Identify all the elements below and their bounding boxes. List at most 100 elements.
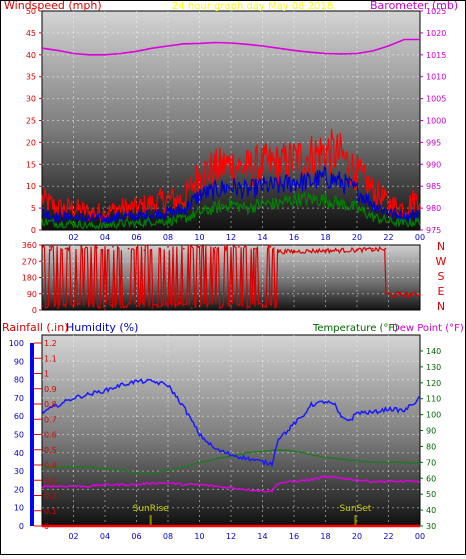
x-tick-label: 00	[415, 532, 425, 541]
wind-direction-point	[411, 292, 413, 295]
x-tick-label: 06	[131, 532, 141, 541]
wind-direction-point	[222, 303, 225, 306]
compass-label: N	[437, 300, 445, 313]
wind-direction-line	[41, 243, 421, 310]
direction-tick-label: 90	[27, 290, 37, 299]
direction-tick-label: 360	[22, 241, 37, 250]
humidity-tick-label: 40	[14, 449, 24, 458]
x-tick-label: 02	[68, 233, 78, 242]
wind-direction-point	[56, 307, 59, 310]
rainfall-title: Rainfall (.in)	[2, 321, 69, 334]
wind-direction-point	[403, 293, 406, 296]
rainfall-tick-label: 0.8	[44, 400, 57, 409]
wind-direction-point	[214, 246, 217, 249]
rainfall-tick-label: 0.6	[44, 431, 57, 440]
humidity-tick-label: 30	[14, 467, 24, 476]
humidity-tick-label: 50	[14, 431, 24, 440]
rainfall-tick-label: 1	[44, 370, 49, 379]
windspeed-axis: 0 5 10 15 20 25 30 35 40 45 50	[26, 7, 42, 235]
barometer-tick-label: 995	[426, 138, 441, 147]
humidity-line	[41, 378, 421, 468]
wind-direction-point	[72, 306, 75, 309]
wind-direction-point	[143, 249, 146, 252]
wind-direction-point	[238, 245, 240, 248]
humidity-tick-label: 80	[14, 376, 24, 385]
wind-direction-point	[253, 247, 256, 250]
wind-direction-point	[112, 245, 114, 248]
rainfall-tick-label: 0.5	[44, 446, 57, 455]
windspeed-tick-label: 45	[26, 29, 36, 38]
temperature-tick-label: 30	[426, 522, 436, 531]
windspeed-tick-label: 10	[26, 182, 36, 191]
wind-direction-point	[419, 293, 421, 296]
x-tick-label: 22	[383, 233, 393, 242]
wind-direction-point	[340, 248, 343, 251]
x-tick-label: 16	[289, 532, 299, 541]
wind-direction-point	[175, 303, 177, 306]
temperature-tick-label: 40	[426, 506, 436, 515]
wind-direction-point	[135, 305, 138, 308]
dewpoint-title: Dew Point (°F)	[392, 323, 464, 334]
x-tick-label: 18	[320, 233, 330, 242]
barometer-tick-label: 1010	[426, 73, 446, 82]
humidity-tick-label: 100	[9, 339, 24, 348]
wind-direction-point	[245, 305, 248, 308]
wind-direction-point	[96, 246, 98, 249]
wind-direction-point	[159, 305, 162, 308]
bottom-chart: SunRise SunSet 00.10.20.30.40.50.60.70.80…	[2, 321, 464, 541]
bottom-chart-series	[41, 378, 421, 528]
wind-direction-point	[64, 247, 67, 250]
top-chart-plot-area	[41, 10, 421, 231]
windspeed-tick-label: 35	[26, 73, 36, 82]
temperature-tick-label: 140	[426, 347, 441, 356]
humidity-axis: 0 10 20 30 40 50 60 70 80 90 100	[9, 339, 24, 531]
windspeed-title: Windspeed (mph)	[4, 0, 102, 12]
compass-label: N	[437, 240, 445, 253]
wind-direction-point	[151, 307, 154, 310]
x-tick-label: 14	[257, 532, 267, 541]
compass-label: W	[436, 255, 447, 268]
windspeed-tick-label: 40	[26, 51, 36, 60]
x-tick-label: 08	[163, 233, 173, 242]
bottom-chart-grid	[42, 335, 420, 526]
windspeed-tick-label: 5	[31, 204, 36, 213]
top-chart-series	[41, 38, 421, 230]
x-tick-label: 00	[415, 233, 425, 242]
temperature-tick-label: 120	[426, 379, 441, 388]
wind-direction-point	[88, 304, 91, 307]
wind-direction-point	[356, 249, 358, 252]
wind-direction-point	[190, 307, 193, 310]
top-x-axis: 02 04 06 08 10 12 14 16 18 20 22 00	[68, 233, 425, 242]
wind-direction-point	[127, 247, 130, 250]
rainfall-tick-label: 0.2	[44, 492, 57, 501]
x-tick-label: 02	[68, 532, 78, 541]
barometer-tick-label: 980	[426, 204, 441, 213]
x-tick-label: 18	[320, 532, 330, 541]
wind-direction-point	[261, 306, 264, 309]
barometer-tick-label: 990	[426, 160, 441, 169]
wind-direction-point	[41, 305, 43, 308]
wind-direction-point	[324, 249, 327, 252]
wind-direction-point	[230, 307, 232, 310]
rainfall-tick-label: 0.1	[44, 507, 57, 516]
x-tick-label: 04	[100, 532, 110, 541]
barometer-axis: 975 980 985 990 995 1000 1005 1010 1015 1020 1025	[420, 7, 446, 235]
rainfall-tick-label: 0.7	[44, 415, 57, 424]
x-tick-label: 06	[131, 233, 141, 242]
rainfall-tick-label: 0.9	[44, 385, 57, 394]
direction-tick-label: 0	[32, 306, 37, 315]
chart-date-title: 24 hour graph day May 08 2018	[172, 1, 333, 12]
barometer-tick-label: 975	[426, 226, 441, 235]
barometer-tick-label: 1020	[426, 29, 446, 38]
humidity-tick-label: 70	[14, 394, 24, 403]
humidity-tick-label: 90	[14, 357, 24, 366]
dewpoint-line	[41, 475, 421, 494]
sunrise-label: SunRise	[133, 504, 170, 514]
barometer-tick-label: 1000	[426, 117, 446, 126]
windspeed-tick-label: 15	[26, 160, 36, 169]
x-tick-label: 12	[226, 532, 236, 541]
wind-direction-point	[277, 251, 280, 254]
sun-markers: SunRise SunSet	[133, 504, 372, 526]
rainfall-tick-label: 1.2	[44, 339, 57, 348]
temperature-tick-label: 60	[426, 474, 436, 483]
